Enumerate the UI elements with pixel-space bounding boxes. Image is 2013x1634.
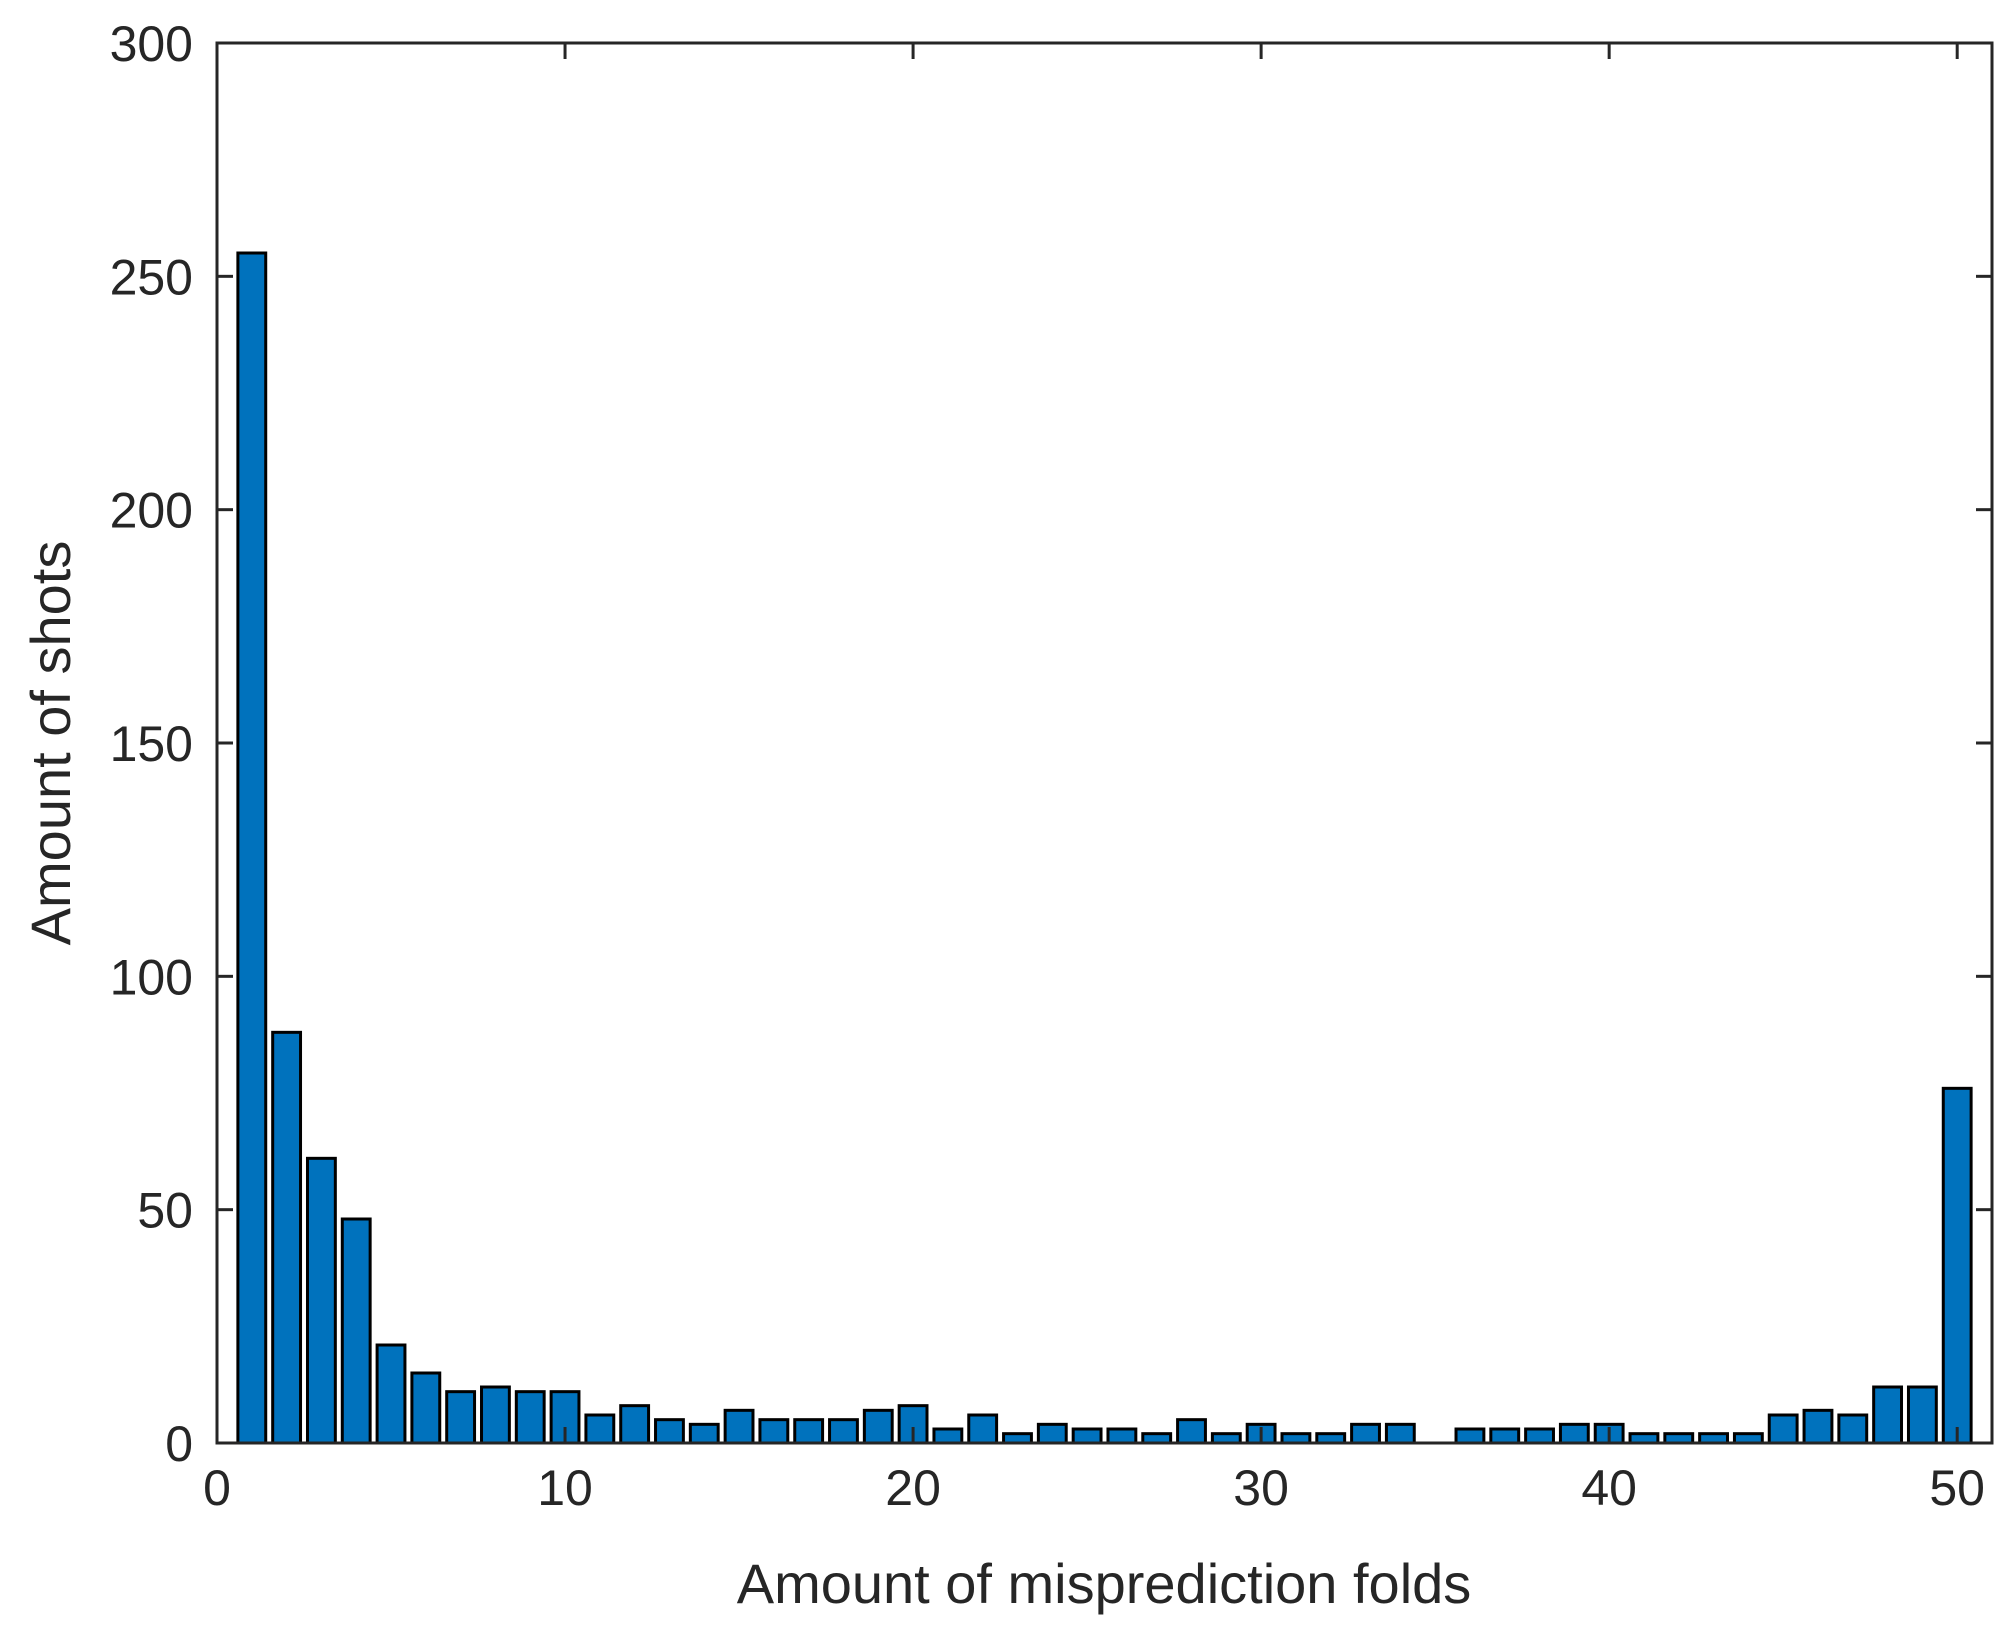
bar-14 [688,1422,720,1445]
bar-5 [375,1343,407,1445]
bar-1 [236,251,268,1445]
x-axis-label: Amount of misprediction folds [737,1552,1472,1615]
bar-11 [584,1413,616,1445]
bar-13 [654,1418,685,1445]
x-tick-label-10: 10 [537,1460,593,1516]
ticks-layer: 0 10 20 30 40 50 0 50 100 150 200 250 300 [110,16,1992,1516]
x-tick-label-50: 50 [1929,1460,1985,1516]
bar-16 [758,1418,790,1445]
bar-9 [514,1390,546,1445]
bar-34 [1384,1422,1416,1445]
plot-frame [215,41,1994,1445]
bar-15 [723,1408,755,1445]
y-tick-label-250: 250 [110,249,193,305]
bar-3 [305,1156,337,1445]
y-tick-label-50: 50 [137,1183,193,1239]
bar-19 [862,1408,894,1445]
bar-46 [1802,1408,1834,1445]
bar-7 [445,1390,477,1445]
bar-48 [1872,1385,1904,1445]
bar-17 [793,1418,825,1445]
bar-49 [1906,1385,1938,1445]
bar-47 [1837,1413,1869,1445]
y-tick-label-100: 100 [110,949,193,1005]
bar-22 [967,1413,999,1445]
bar-2 [271,1030,303,1445]
y-tick-label-150: 150 [110,716,193,772]
bar-45 [1767,1413,1799,1445]
y-tick-label-200: 200 [110,483,193,539]
bar-36 [1454,1427,1486,1445]
bars-layer [236,251,1973,1445]
bar-18 [828,1418,859,1445]
bar-37 [1489,1427,1521,1445]
bar-26 [1106,1427,1138,1445]
bar-25 [1071,1427,1103,1445]
x-tick-label-0: 0 [203,1460,231,1516]
x-tick-label-40: 40 [1581,1460,1637,1516]
bar-39 [1558,1422,1590,1445]
bar-12 [619,1404,651,1445]
bar-24 [1036,1422,1068,1445]
x-tick-label-30: 30 [1233,1460,1289,1516]
y-axis-label: Amount of shots [19,541,82,946]
bar-6 [410,1371,442,1445]
y-tick-label-300: 300 [110,16,193,72]
bar-21 [932,1427,964,1445]
bar-8 [480,1385,511,1445]
bar-38 [1524,1427,1555,1445]
y-tick-label-0: 0 [165,1416,193,1472]
bar-4 [340,1217,372,1445]
bar-33 [1350,1422,1381,1445]
x-tick-label-20: 20 [885,1460,941,1516]
bar-28 [1176,1418,1207,1445]
bar-50 [1941,1086,1973,1445]
